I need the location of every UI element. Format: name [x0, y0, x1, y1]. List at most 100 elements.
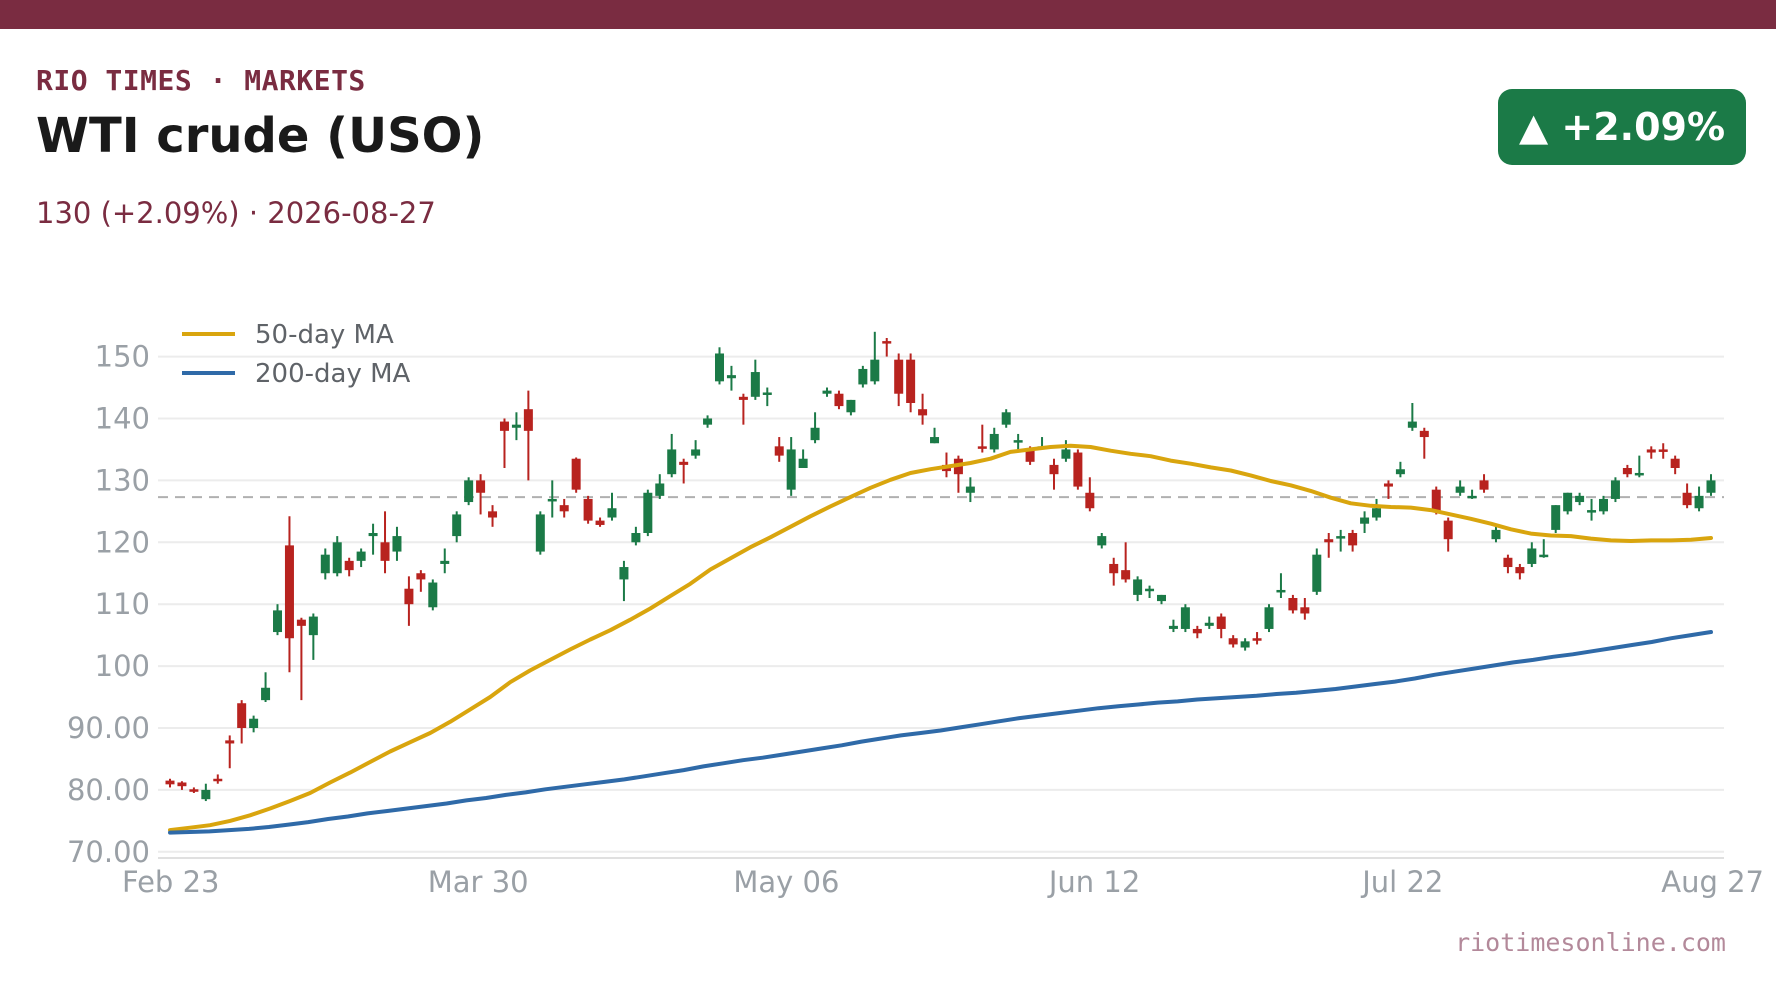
top-accent-bar [0, 0, 1776, 29]
candle-body [261, 687, 271, 701]
candle [1300, 598, 1310, 620]
candle-body [1121, 570, 1131, 580]
candle [1180, 604, 1190, 633]
candle-body [655, 483, 665, 496]
candle [559, 498, 569, 518]
candle-body [237, 703, 247, 728]
candle-body [1049, 464, 1059, 475]
candle [762, 387, 772, 407]
candle-body [1025, 449, 1035, 462]
candle [296, 617, 306, 701]
candle-body [786, 449, 796, 490]
candle [1491, 526, 1501, 543]
candle-body [428, 582, 438, 608]
candle [774, 437, 784, 462]
candle [476, 474, 486, 515]
ma50-line [168, 443, 1713, 833]
candle-body [1515, 567, 1525, 574]
candle-body [1228, 638, 1238, 645]
x-tick-label: Jul 22 [1360, 865, 1443, 899]
candle [1276, 573, 1286, 598]
candle-body [1336, 536, 1346, 539]
candle-body [834, 393, 844, 407]
candle [810, 412, 820, 444]
candle-body [296, 619, 306, 626]
candle [1658, 443, 1668, 459]
candle-body [1360, 517, 1370, 524]
candle [822, 387, 832, 397]
candle-body [1288, 598, 1298, 611]
candle [1204, 616, 1214, 629]
candles-group [165, 331, 1716, 802]
candle-body [416, 573, 426, 580]
candle-body [1204, 622, 1214, 626]
candle [595, 517, 605, 527]
candle [834, 390, 844, 410]
candle [1694, 486, 1704, 512]
source-credit: riotimesonline.com [1455, 928, 1726, 957]
candle-body [774, 446, 784, 456]
candle-body [1168, 625, 1178, 629]
candle-body [535, 514, 545, 552]
candle-body [1264, 607, 1274, 629]
candle-body [1276, 589, 1286, 593]
price-subtitle: 130 (+2.09%) · 2026-08-27 [36, 196, 436, 230]
candle [1610, 477, 1620, 503]
candle [882, 338, 892, 357]
candle [1348, 529, 1358, 552]
candle-body [1216, 616, 1226, 629]
candle-body [726, 375, 736, 379]
candle-body [1622, 468, 1632, 475]
legend: 50-day MA 200-day MA [182, 320, 411, 389]
candle [452, 511, 462, 543]
candle-body [1156, 594, 1166, 602]
candle [1634, 455, 1644, 478]
candle [1145, 585, 1155, 598]
candle-body [476, 480, 486, 493]
candle [499, 418, 509, 468]
candle-body [930, 437, 940, 444]
candle [284, 516, 294, 673]
candle-body [691, 449, 701, 456]
candle [786, 437, 796, 496]
candle-body [1300, 607, 1310, 614]
candle [1252, 632, 1262, 645]
legend-label: 200-day MA [255, 359, 411, 389]
candle-body [1610, 480, 1620, 499]
moving-averages [168, 443, 1713, 835]
candle [1706, 474, 1716, 496]
y-tick-label: 110 [95, 587, 150, 621]
candle-body [1348, 533, 1358, 546]
candle-body [762, 392, 772, 395]
candle [1455, 480, 1465, 496]
candle-body [213, 778, 223, 782]
candle [1288, 594, 1298, 614]
candle-body [1575, 495, 1585, 503]
candle-body [595, 520, 605, 525]
candle [894, 353, 904, 407]
candle-body [1312, 554, 1322, 592]
candle-body [1658, 449, 1668, 452]
candle [1264, 604, 1274, 633]
candle [906, 353, 916, 413]
candle-body [894, 359, 904, 394]
candle-body [1180, 607, 1190, 629]
x-tick-label: Aug 27 [1661, 865, 1764, 899]
candle-body [1431, 489, 1441, 512]
chart-title: WTI crude (USO) [36, 108, 485, 164]
candle [1121, 542, 1131, 583]
candle [1443, 517, 1453, 552]
candle-body [380, 542, 390, 561]
candle [273, 604, 283, 636]
candle-body [810, 427, 820, 441]
candle-body [1682, 492, 1692, 506]
candle [965, 477, 975, 503]
x-tick-label: Feb 23 [122, 865, 219, 899]
candle-body [452, 514, 462, 537]
candle [1646, 446, 1656, 459]
candle-body [1097, 536, 1107, 546]
candle [1097, 533, 1107, 549]
candle [1563, 492, 1573, 515]
candle-body [1539, 554, 1549, 558]
candle [1372, 498, 1382, 521]
